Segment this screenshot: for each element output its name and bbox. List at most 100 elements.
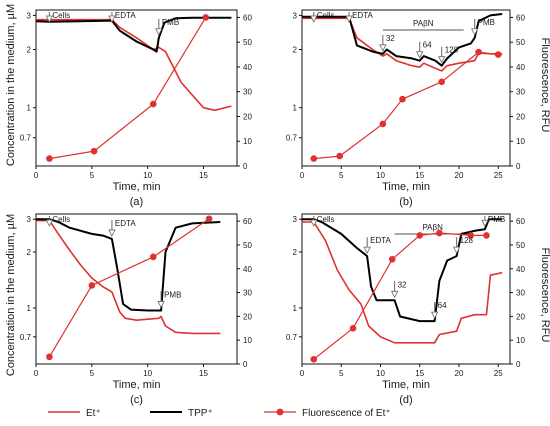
x-tick-label: 15 [415, 171, 424, 180]
y2-tick-label: 50 [516, 38, 525, 47]
x-axis-title: Time, min [382, 379, 430, 391]
event-arrow-head [390, 290, 399, 299]
event-arrow-head [45, 15, 54, 23]
legend-label-et: Et⁺ [86, 408, 101, 419]
y2-tick-label: 10 [243, 137, 252, 146]
panel-label: (a) [130, 196, 143, 208]
series-line [302, 13, 503, 67]
y-tick-label: 3 [293, 11, 298, 20]
x-axis-title: Time, min [113, 181, 161, 193]
event-label: 64 [438, 301, 447, 310]
x-tick-label: 0 [300, 171, 305, 180]
legend: Et⁺ TPP⁺ Fluorescence of Et⁺ [48, 408, 391, 419]
x-tick-label: 15 [415, 369, 424, 378]
y-tick-label: 3 [27, 215, 32, 224]
y2-tick-label: 50 [243, 38, 252, 47]
x-tick-label: 5 [90, 171, 95, 180]
plot-frame [301, 213, 511, 365]
panel-label: (b) [399, 196, 412, 208]
event-label: EDTA [115, 219, 136, 228]
treatment-bar-label: PAβN [422, 223, 443, 232]
y2-tick-label: 40 [516, 265, 525, 274]
event-label: Cells [317, 11, 335, 20]
series-point [475, 48, 482, 56]
series-line [302, 17, 503, 72]
x-tick-label: 5 [339, 369, 344, 378]
series-line [36, 18, 232, 112]
panel-label: (d) [399, 394, 412, 406]
event-label: Cells [52, 11, 70, 20]
event-arrow-head [379, 44, 387, 52]
event-arrow-head [108, 15, 116, 23]
y-tick-label: 2 [293, 248, 298, 257]
event-label: 128 [460, 236, 474, 245]
series-point [483, 232, 490, 239]
x-tick-label: 10 [143, 369, 152, 378]
y2-tick-label: 0 [243, 162, 248, 171]
y-tick-label: 0.7 [286, 333, 298, 342]
y2-tick-label: 60 [516, 217, 525, 226]
x-tick-label: 15 [199, 369, 208, 378]
series-line [36, 219, 221, 335]
legend-label-fluorescence: Fluorescence of Et⁺ [302, 408, 391, 419]
event-arrow-head [157, 301, 165, 309]
series-point [90, 147, 98, 155]
event-arrow-head [471, 28, 479, 36]
x-tick-label: 0 [300, 369, 305, 378]
event-label: Cells [52, 215, 70, 224]
x-tick-label: 0 [34, 171, 39, 180]
y2-tick-label: 40 [516, 63, 525, 72]
x-tick-label: 0 [34, 369, 39, 378]
legend-marker-fluorescence [276, 408, 284, 416]
event-arrow-head [481, 219, 489, 228]
series-line [36, 218, 221, 312]
series-point [467, 232, 475, 239]
y-tick-label: 2 [27, 45, 32, 54]
series-point [202, 14, 210, 21]
y2-tick-label: 40 [243, 63, 252, 72]
event-label: 128 [445, 46, 459, 55]
series-point [436, 229, 443, 237]
x-tick-label: 10 [376, 369, 385, 378]
event-arrow-head [416, 51, 424, 59]
y2-tick-label: 20 [243, 312, 252, 321]
series-point [149, 100, 157, 108]
event-arrow-head [345, 15, 353, 23]
y2-tick-label: 40 [243, 265, 252, 274]
series-point [379, 120, 387, 128]
event-arrow-head [310, 15, 318, 23]
series-line [302, 218, 503, 323]
left-ylabel-bottom: Concentration in the medium, µM [5, 214, 17, 376]
treatment-bar-label: PAβN [413, 19, 434, 28]
event-label: EDTA [352, 11, 373, 20]
series-point [399, 95, 406, 103]
y2-tick-label: 10 [516, 137, 525, 146]
y-tick-label: 1 [27, 304, 32, 313]
y2-tick-label: 30 [516, 289, 525, 298]
legend-label-tpp: TPP⁺ [188, 408, 213, 419]
y2-tick-label: 10 [516, 336, 525, 345]
y-tick-label: 1 [293, 304, 298, 313]
event-arrow-head [310, 219, 318, 227]
series-point [46, 155, 53, 162]
y2-tick-label: 30 [243, 88, 252, 97]
panel-label: (c) [130, 394, 143, 406]
event-label: PMB [488, 215, 505, 224]
event-arrow-head [431, 311, 439, 320]
x-tick-label: 5 [90, 369, 95, 378]
x-axis-title: Time, min [113, 379, 161, 391]
y2-tick-label: 20 [516, 112, 525, 121]
y-tick-label: 1 [293, 104, 298, 113]
y2-tick-label: 0 [516, 360, 521, 369]
y-tick-label: 0.7 [20, 333, 32, 342]
x-tick-label: 10 [143, 171, 152, 180]
y-tick-label: 2 [293, 45, 298, 54]
series-point [46, 353, 53, 361]
y-tick-label: 3 [293, 215, 298, 224]
y2-tick-label: 60 [243, 13, 252, 22]
y2-tick-label: 30 [243, 289, 252, 298]
